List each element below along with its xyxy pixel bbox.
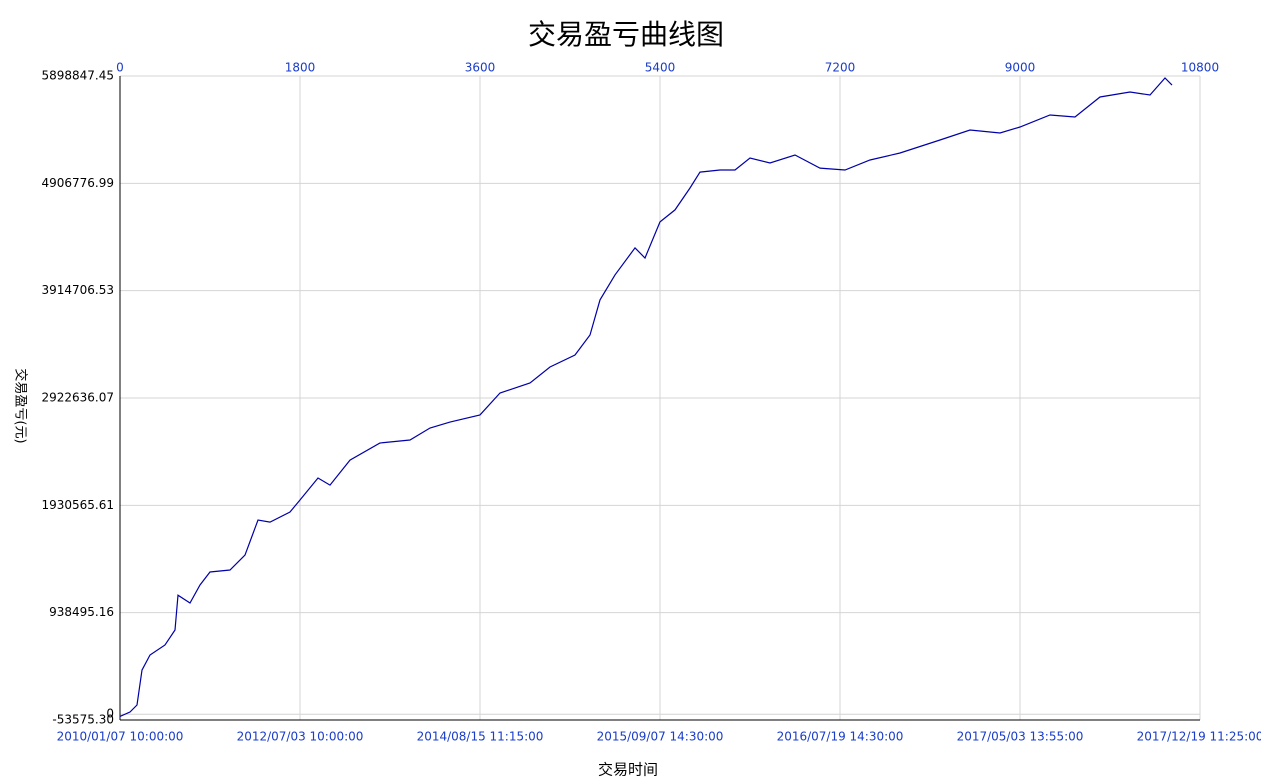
x-bottom-tick-label: 2015/09/07 14:30:00 <box>597 730 724 744</box>
y-tick-label: 0 <box>106 707 114 721</box>
x-bottom-tick-label: 2017/05/03 13:55:00 <box>957 730 1084 744</box>
x-top-tick-label: 7200 <box>825 61 856 75</box>
x-top-tick-label: 0 <box>116 61 124 75</box>
x-bottom-tick-label: 2014/08/15 11:15:00 <box>417 730 544 744</box>
x-bottom-tick-label: 2010/01/07 10:00:00 <box>57 730 184 744</box>
y-tick-label: 5898847.45 <box>41 69 114 83</box>
x-bottom-tick-label: 2017/12/19 11:25:00 <box>1137 730 1261 744</box>
x-top-tick-label: 9000 <box>1005 61 1036 75</box>
x-top-tick-label: 3600 <box>465 61 496 75</box>
y-axis-label: 交易盈亏(元) <box>13 368 29 443</box>
y-tick-label: 4906776.99 <box>41 176 114 190</box>
y-tick-label: 938495.16 <box>49 605 114 619</box>
x-top-tick-label: 5400 <box>645 61 676 75</box>
x-top-tick-label: 10800 <box>1181 61 1219 75</box>
x-bottom-tick-label: 2016/07/19 14:30:00 <box>777 730 904 744</box>
y-tick-label: 1930565.61 <box>41 498 114 512</box>
x-bottom-tick-label: 2012/07/03 10:00:00 <box>237 730 364 744</box>
x-axis-label: 交易时间 <box>598 761 658 779</box>
y-tick-label: 2922636.07 <box>41 391 114 405</box>
x-top-tick-label: 1800 <box>285 61 316 75</box>
y-tick-label: 3914706.53 <box>41 283 114 297</box>
chart-title: 交易盈亏曲线图 <box>528 18 724 51</box>
y-tick-label: -53575.30 <box>52 713 114 727</box>
series-line <box>119 77 1173 717</box>
